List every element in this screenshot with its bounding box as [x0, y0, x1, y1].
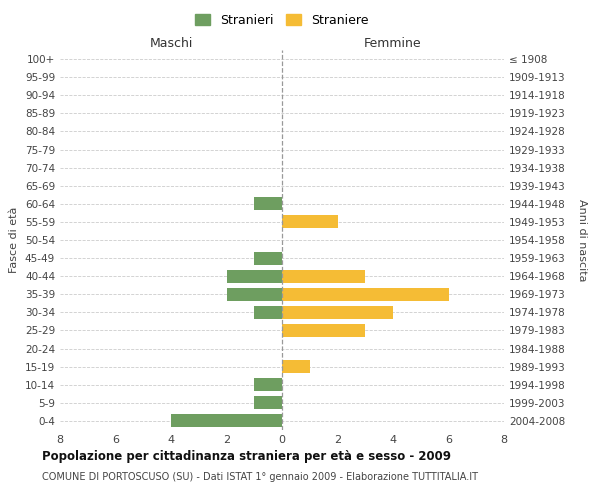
Legend: Stranieri, Straniere: Stranieri, Straniere	[190, 8, 374, 32]
Bar	[254, 252, 282, 264]
Text: Femmine: Femmine	[364, 37, 422, 50]
Bar	[282, 306, 393, 319]
Bar	[282, 360, 310, 373]
Bar	[227, 288, 282, 301]
Bar	[254, 378, 282, 392]
Y-axis label: Fasce di età: Fasce di età	[10, 207, 19, 273]
Bar	[254, 396, 282, 409]
Bar	[254, 198, 282, 210]
Bar	[254, 306, 282, 319]
Bar	[171, 414, 282, 428]
Bar	[282, 216, 337, 228]
Bar	[227, 270, 282, 282]
Bar	[282, 270, 365, 282]
Bar	[282, 324, 365, 337]
Text: COMUNE DI PORTOSCUSO (SU) - Dati ISTAT 1° gennaio 2009 - Elaborazione TUTTITALIA: COMUNE DI PORTOSCUSO (SU) - Dati ISTAT 1…	[42, 472, 478, 482]
Text: Popolazione per cittadinanza straniera per età e sesso - 2009: Popolazione per cittadinanza straniera p…	[42, 450, 451, 463]
Text: Maschi: Maschi	[149, 37, 193, 50]
Bar	[282, 288, 449, 301]
Y-axis label: Anni di nascita: Anni di nascita	[577, 198, 587, 281]
